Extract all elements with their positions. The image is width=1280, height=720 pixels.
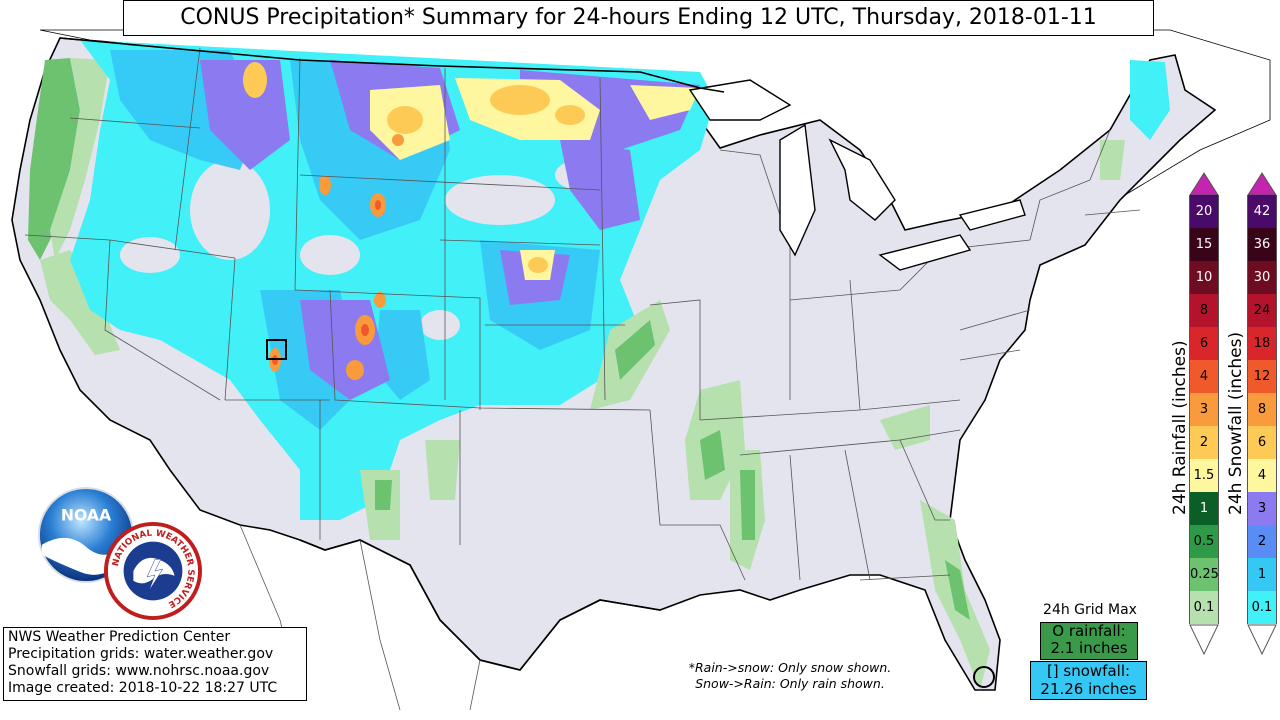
rainfall-max-label: O rainfall:: [1052, 622, 1126, 640]
snowfall-color-scale: 42 36 30 24 18 12 8 6 4 3 2 1 0.1: [1247, 195, 1277, 624]
rainfall-scale-level: 6: [1189, 327, 1219, 360]
rainfall-scale-level: 3: [1189, 393, 1219, 426]
note-line: *Rain->snow: Only snow shown.: [688, 660, 892, 675]
snowfall-scale-level: 4: [1247, 459, 1277, 492]
credit-line: Precipitation grids: water.weather.gov: [8, 646, 274, 662]
snowfall-scale-level: 18: [1247, 327, 1277, 360]
snowfall-scale-level: 1: [1247, 558, 1277, 591]
snowfall-max-label: [] snowfall:: [1046, 662, 1131, 680]
rainfall-max-marker: [973, 666, 995, 688]
rainfall-scale-level: 0.25: [1189, 558, 1219, 591]
rainfall-scale-level: 1: [1189, 492, 1219, 525]
snowfall-scale-level: 3: [1247, 492, 1277, 525]
rainfall-scale-title: 24h Rainfall (inches): [1170, 340, 1190, 515]
snowfall-scale-level: 42: [1247, 195, 1277, 228]
rainfall-scale-level: 1.5: [1189, 459, 1219, 492]
credit-line: Snowfall grids: www.nohrsc.noaa.gov: [8, 663, 270, 679]
rainfall-max-box: O rainfall: 2.1 inches: [1040, 622, 1138, 660]
snowfall-scale-title: 24h Snowfall (inches): [1226, 331, 1246, 515]
snowfall-max-marker: [266, 339, 287, 360]
rainfall-scale-level: 2: [1189, 426, 1219, 459]
snowfall-scale-level: 30: [1247, 261, 1277, 294]
credits-box: NWS Weather Prediction Center Precipitat…: [3, 627, 307, 701]
noaa-logo-text: NOAA: [61, 505, 112, 524]
snowfall-scale-level: 0.1: [1247, 591, 1277, 624]
snowfall-max-box: [] snowfall: 21.26 inches: [1030, 661, 1147, 700]
credit-line: NWS Weather Prediction Center: [8, 629, 231, 645]
rainfall-scale-cap-top-icon: [1189, 172, 1219, 196]
snowfall-max-value: 21.26 inches: [1040, 680, 1137, 698]
credit-line: Image created: 2018-10-22 18:27 UTC: [8, 680, 278, 696]
snowfall-scale-level: 24: [1247, 294, 1277, 327]
rainfall-scale-level: 10: [1189, 261, 1219, 294]
grid-max-label: 24h Grid Max: [1043, 602, 1137, 618]
map-title: CONUS Precipitation* Summary for 24-hour…: [123, 0, 1154, 36]
snowfall-scale-level: 8: [1247, 393, 1277, 426]
rainfall-color-scale: 20 15 10 8 6 4 3 2 1.5 1 0.5 0.25 0.1: [1189, 195, 1219, 624]
rainfall-scale-level: 8: [1189, 294, 1219, 327]
rainfall-scale-level: 4: [1189, 360, 1219, 393]
rainfall-scale-level: 20: [1189, 195, 1219, 228]
snowfall-scale-level: 2: [1247, 525, 1277, 558]
snowfall-scale-cap-top-icon: [1247, 172, 1277, 196]
snowfall-scale-level: 6: [1247, 426, 1277, 459]
rainfall-scale-cap-bottom-icon: [1189, 624, 1219, 656]
rainfall-max-value: 2.1 inches: [1050, 639, 1128, 657]
snowfall-scale-level: 12: [1247, 360, 1277, 393]
note-line: Snow->Rain: Only rain shown.: [695, 676, 885, 691]
rain-snow-note: *Rain->snow: Only snow shown. Snow->Rain…: [660, 660, 920, 692]
nws-logo-icon: NATIONAL WEATHER SERVICE: [104, 522, 202, 620]
rainfall-scale-level: 0.5: [1189, 525, 1219, 558]
snowfall-scale-level: 36: [1247, 228, 1277, 261]
rainfall-scale-level: 0.1: [1189, 591, 1219, 624]
rainfall-scale-level: 15: [1189, 228, 1219, 261]
snowfall-scale-cap-bottom-icon: [1247, 624, 1277, 656]
